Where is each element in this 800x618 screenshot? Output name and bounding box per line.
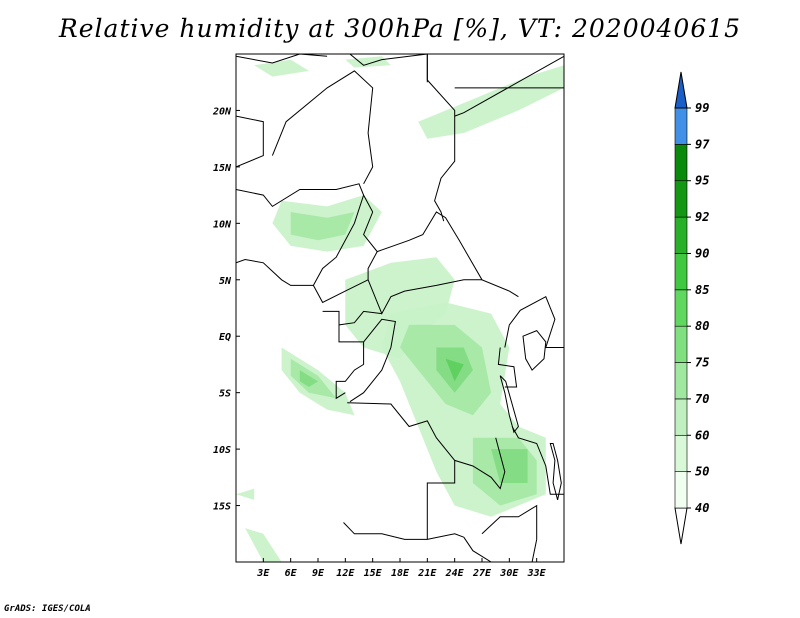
lon-tick-label: 9E <box>312 568 325 579</box>
colorbar: 40 50 60 70 75 80 85 90 92 95 97 99 <box>674 71 710 545</box>
lake-outline <box>522 329 547 371</box>
border-line <box>312 194 369 304</box>
lon-tick-label: 30E <box>499 568 519 579</box>
colorbar-label: 75 <box>695 356 709 370</box>
colorbar-top-arrow <box>674 71 688 109</box>
lon-tick-label: 24E <box>445 568 465 579</box>
humidity-area-level-1 <box>236 488 255 500</box>
border-line <box>271 70 374 185</box>
border-line <box>349 318 396 403</box>
lon-tick-label: 27E <box>472 568 492 579</box>
colorbar-segment <box>674 362 688 400</box>
humidity-area-level-3 <box>299 370 318 387</box>
humidity-area-level-1 <box>254 59 309 77</box>
border-line <box>463 536 492 562</box>
country-borders <box>236 54 564 562</box>
humidity-area-level-2 <box>290 212 355 241</box>
border-line <box>367 251 482 315</box>
colorbar-segment <box>674 107 688 145</box>
border-line <box>236 183 374 213</box>
colorbar-segment <box>674 144 688 182</box>
lake-outline <box>499 375 519 434</box>
lake-outline <box>549 443 562 501</box>
humidity-area-level-1 <box>418 65 564 139</box>
border-line <box>343 522 464 540</box>
colorbar-label: 85 <box>695 283 709 297</box>
humidity-area-level-1 <box>345 257 455 359</box>
grads-credit: GrADS: IGES/COLA <box>4 604 91 614</box>
colorbar-label: 40 <box>695 501 709 515</box>
colorbar-segment <box>674 325 688 363</box>
colorbar-label: 60 <box>695 428 709 442</box>
lat-tick-label: 10S <box>213 445 231 456</box>
lat-tick-label: 15N <box>213 163 232 174</box>
colorbar-label: 80 <box>695 319 709 333</box>
border-line <box>335 324 365 400</box>
lat-tick-label: 10N <box>213 219 232 230</box>
border-line <box>426 460 456 540</box>
lat-tick-label: 5S <box>219 389 231 400</box>
border-line <box>497 347 518 388</box>
colorbar-segment <box>674 180 688 218</box>
map-title: Relative humidity at 300hPa [%], VT: 202… <box>58 14 742 43</box>
border-line <box>363 211 519 298</box>
colorbar-label: 70 <box>695 392 709 406</box>
lat-tick-label: EQ <box>219 332 231 343</box>
border-line <box>511 426 564 495</box>
border-line <box>236 258 314 286</box>
colorbar-label: 97 <box>695 137 710 151</box>
lat-tick-label: 5N <box>219 276 232 287</box>
border-line <box>481 504 538 540</box>
colorbar-segment <box>674 434 688 472</box>
lon-tick-label: 3E <box>256 568 270 579</box>
colorbar-label: 92 <box>695 210 709 224</box>
lat-tick-label: 20N <box>212 106 232 117</box>
colorbar-label: 90 <box>695 246 709 260</box>
border-line <box>236 54 328 64</box>
lon-tick-label: 33E <box>527 568 547 579</box>
colorbar-bottom-arrow <box>674 507 688 545</box>
colorbar-label: 99 <box>695 101 709 115</box>
humidity-area-level-4 <box>445 358 464 382</box>
colorbar-label: 50 <box>695 465 709 479</box>
border-line <box>426 54 456 222</box>
colorbar-segment <box>674 253 688 291</box>
map-axes: 3E 6E 9E 12E 15E 18E 21E 24E 27E 30E 33E 20N 15N 10N 5… <box>212 106 547 579</box>
colorbar-segment <box>674 398 688 436</box>
lon-tick-label: 12E <box>336 568 355 579</box>
border-line <box>504 295 564 348</box>
humidity-area-level-1 <box>345 56 391 68</box>
border-line <box>531 539 538 562</box>
humidity-area-level-3 <box>491 449 528 483</box>
lon-tick-label: 6E <box>285 568 298 579</box>
border-line <box>454 55 564 117</box>
lon-tick-label: 21E <box>417 568 437 579</box>
humidity-fields <box>236 56 564 562</box>
lon-tick-label: 15E <box>364 568 383 579</box>
border-line <box>236 115 264 168</box>
colorbar-segment <box>674 289 688 327</box>
border-line <box>322 310 382 326</box>
colorbar-label: 95 <box>695 174 709 188</box>
colorbar-segment <box>674 216 688 254</box>
humidity-area-level-2 <box>290 358 337 399</box>
lat-tick-label: 15S <box>213 502 231 513</box>
humidity-area-level-1 <box>245 528 282 562</box>
lon-tick-label: 18E <box>391 568 410 579</box>
colorbar-segment <box>674 471 688 509</box>
